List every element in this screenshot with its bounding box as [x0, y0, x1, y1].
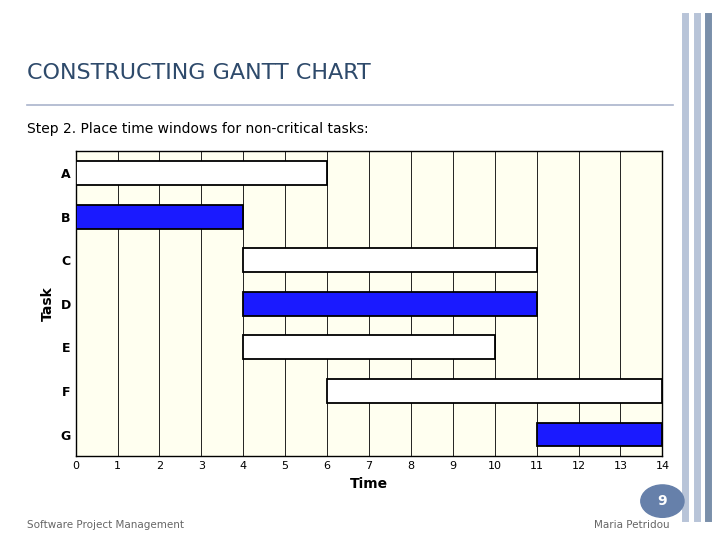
X-axis label: Time: Time: [350, 477, 388, 491]
Bar: [327, 379, 662, 403]
Text: Step 2. Place time windows for non-critical tasks:: Step 2. Place time windows for non-criti…: [27, 122, 369, 136]
Y-axis label: Task: Task: [41, 286, 55, 321]
Text: 9: 9: [657, 494, 667, 508]
Bar: [76, 205, 243, 228]
Text: Maria Petridou: Maria Petridou: [594, 520, 670, 530]
Bar: [243, 335, 495, 359]
Text: CONSTRUCTING GANTT CHART: CONSTRUCTING GANTT CHART: [27, 63, 371, 83]
Bar: [243, 292, 536, 316]
Bar: [243, 248, 536, 272]
Bar: [536, 422, 662, 447]
Bar: [76, 161, 327, 185]
Circle shape: [641, 485, 684, 517]
Text: Software Project Management: Software Project Management: [27, 520, 184, 530]
